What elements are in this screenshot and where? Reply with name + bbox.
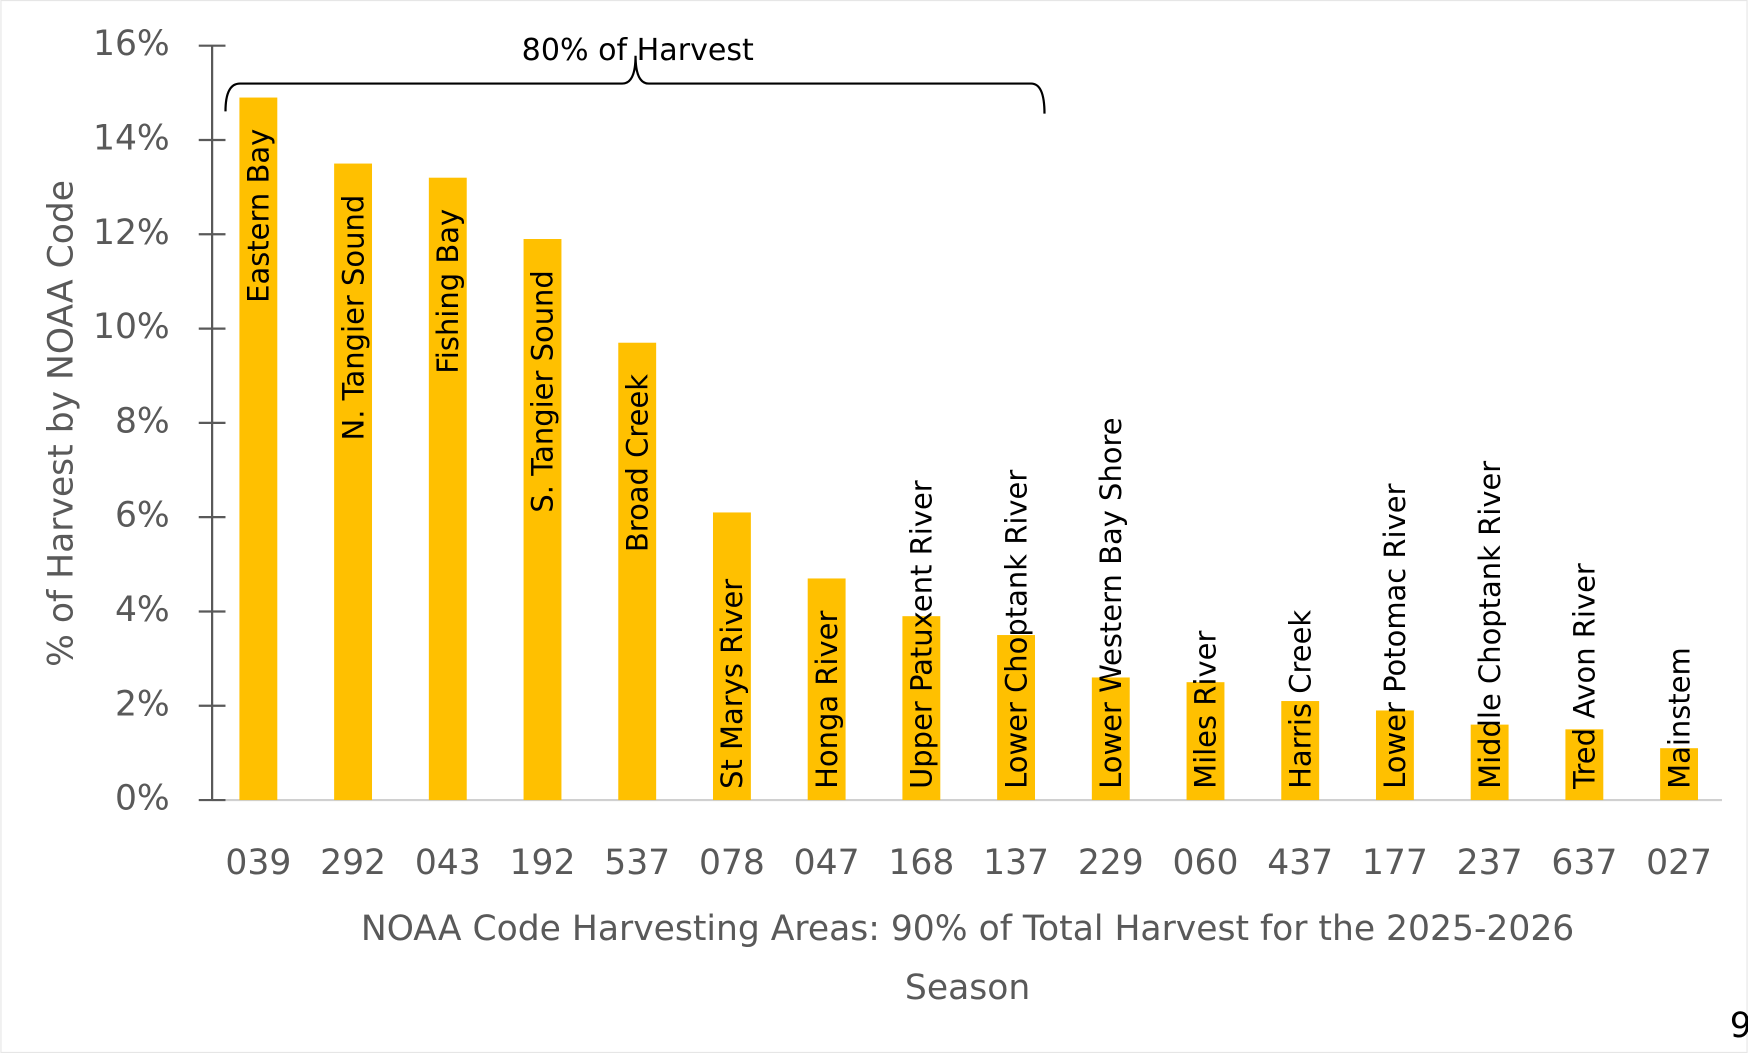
bar-label: Lower Western Bay Shore xyxy=(1094,417,1128,789)
bar xyxy=(1281,701,1320,801)
x-tick-label: 229 xyxy=(1078,843,1144,883)
bar-label: S. Tangier Sound xyxy=(526,270,560,512)
bar xyxy=(523,238,562,801)
x-tick-label: 039 xyxy=(225,843,291,883)
bar-label: Middle Choptank River xyxy=(1473,461,1507,789)
bar-label: Miles River xyxy=(1189,631,1223,789)
x-tick-label: 177 xyxy=(1362,843,1428,883)
bar xyxy=(1375,710,1414,801)
bar-label: Eastern Bay xyxy=(242,129,276,303)
x-tick-label: 192 xyxy=(510,843,576,883)
y-tick-label: 12% xyxy=(93,213,170,253)
y-tick-label: 0% xyxy=(115,779,170,819)
bar xyxy=(1091,677,1130,801)
y-tick-label: 10% xyxy=(93,307,170,347)
y-tick-label: 14% xyxy=(93,118,170,158)
x-tick-label: 237 xyxy=(1457,843,1523,883)
bar xyxy=(618,342,657,801)
x-tick-label: 168 xyxy=(888,843,954,883)
x-tick-label: 060 xyxy=(1173,843,1239,883)
bar xyxy=(1660,748,1699,801)
y-axis-title: % of Harvest by NOAA Code xyxy=(41,180,81,667)
x-tick-label: 537 xyxy=(604,843,670,883)
y-tick-label: 4% xyxy=(115,590,170,630)
bar xyxy=(1186,682,1225,801)
bar-label: Broad Creek xyxy=(620,374,654,552)
bar-label: Upper Patuxent River xyxy=(905,480,939,789)
y-tick-label: 2% xyxy=(115,684,170,724)
bar-label: Harris Creek xyxy=(1283,610,1317,789)
bar-label: Lower Potomac River xyxy=(1378,483,1412,788)
bar xyxy=(712,512,751,801)
x-tick-label: 437 xyxy=(1267,843,1333,883)
bracket xyxy=(224,55,1046,114)
bar xyxy=(1565,729,1604,801)
x-tick-label: 078 xyxy=(699,843,765,883)
bar-label: Fishing Bay xyxy=(431,209,465,374)
bar-label: Honga River xyxy=(810,611,844,789)
x-tick-label: 137 xyxy=(983,843,1049,883)
y-tick-label: 16% xyxy=(93,24,170,64)
bar xyxy=(428,177,467,801)
y-tick-label: 8% xyxy=(115,401,170,441)
bar-label: Mainstem xyxy=(1662,647,1696,789)
bar xyxy=(807,578,846,801)
bar-label: Tred Avon River xyxy=(1568,563,1602,790)
bar xyxy=(997,635,1036,801)
bar xyxy=(239,97,278,801)
y-tick-label: 6% xyxy=(115,496,170,536)
x-tick-label: 027 xyxy=(1646,843,1712,883)
x-tick-label: 292 xyxy=(320,843,386,883)
x-tick-label: 047 xyxy=(794,843,860,883)
x-axis-title: NOAA Code Harvesting Areas: 90% of Total… xyxy=(361,909,1574,949)
bar-label: N. Tangier Sound xyxy=(336,195,370,441)
annotation: 80% of Harvest xyxy=(522,33,754,68)
x-tick-label: 637 xyxy=(1551,843,1617,883)
x-axis-title: Season xyxy=(905,968,1030,1008)
x-tick-label: 043 xyxy=(415,843,481,883)
page-number: 9 xyxy=(1730,1006,1748,1046)
bar-label: St Marys River xyxy=(715,579,749,789)
bar xyxy=(1470,724,1509,801)
bar-label: Lower Choptank River xyxy=(999,470,1033,789)
bar xyxy=(902,616,941,801)
bar xyxy=(334,163,373,801)
